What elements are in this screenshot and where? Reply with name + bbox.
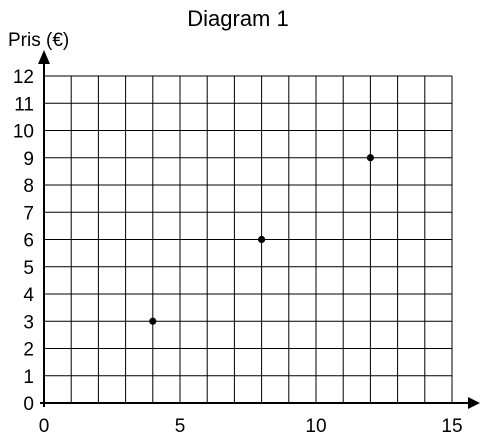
data-point	[258, 235, 266, 244]
y-tick-label: 8	[23, 176, 34, 197]
y-tick-label: 2	[23, 340, 34, 361]
y-axis-label: Pris (€)	[8, 30, 69, 51]
x-tick-label: 15	[441, 416, 462, 437]
y-tick-label: 5	[23, 258, 34, 279]
y-axis-arrow-icon	[38, 50, 50, 64]
axes	[38, 50, 480, 409]
x-tick-labels: 0 5 10 15	[39, 416, 463, 437]
y-tick-label: 4	[23, 285, 34, 306]
x-axis-arrow-icon	[468, 397, 480, 409]
x-tick-label: 0	[39, 416, 50, 437]
data-points	[149, 154, 374, 325]
y-tick-label: 9	[23, 149, 34, 170]
data-point	[366, 154, 374, 162]
x-tick-label: 5	[175, 416, 186, 437]
y-tick-label: 12	[13, 67, 34, 88]
y-tick-label: 7	[23, 203, 34, 224]
y-tick-label: 1	[23, 367, 34, 388]
y-tick-label: 6	[23, 231, 34, 252]
chart-title: Diagram 1	[187, 6, 288, 31]
y-tick-label: 3	[23, 312, 34, 333]
x-tick-label: 10	[305, 416, 326, 437]
grid	[44, 75, 453, 403]
data-point	[149, 317, 157, 325]
y-tick-label: 10	[13, 122, 34, 143]
y-tick-label: 0	[23, 394, 34, 415]
y-tick-label: 11	[14, 94, 34, 115]
